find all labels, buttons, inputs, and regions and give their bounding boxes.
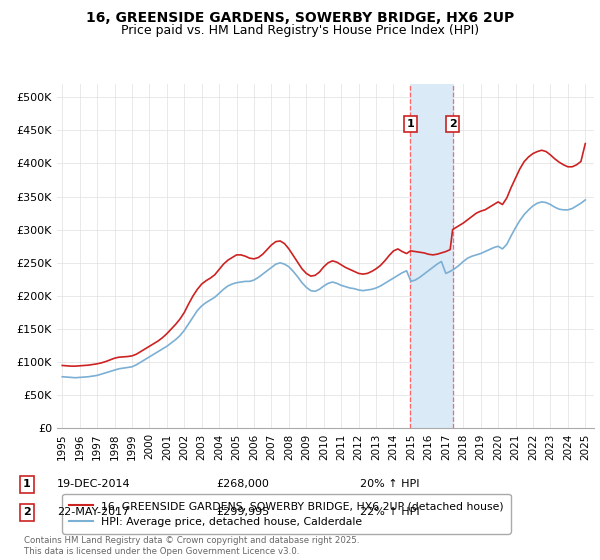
Text: Price paid vs. HM Land Registry's House Price Index (HPI): Price paid vs. HM Land Registry's House … [121, 24, 479, 37]
Text: 1: 1 [23, 479, 31, 489]
Text: 2: 2 [23, 507, 31, 517]
Text: Contains HM Land Registry data © Crown copyright and database right 2025.
This d: Contains HM Land Registry data © Crown c… [24, 536, 359, 556]
Text: £268,000: £268,000 [216, 479, 269, 489]
Text: 20% ↑ HPI: 20% ↑ HPI [360, 479, 419, 489]
Text: 22% ↑ HPI: 22% ↑ HPI [360, 507, 419, 517]
Bar [410, 84, 452, 428]
Text: 22-MAY-2017: 22-MAY-2017 [57, 507, 129, 517]
Text: 1: 1 [407, 119, 414, 129]
Text: 2: 2 [449, 119, 457, 129]
Legend: 16, GREENSIDE GARDENS, SOWERBY BRIDGE, HX6 2UP (detached house), HPI: Average pr: 16, GREENSIDE GARDENS, SOWERBY BRIDGE, H… [62, 494, 511, 534]
Text: 19-DEC-2014: 19-DEC-2014 [57, 479, 131, 489]
Text: £299,995: £299,995 [216, 507, 269, 517]
Text: 16, GREENSIDE GARDENS, SOWERBY BRIDGE, HX6 2UP: 16, GREENSIDE GARDENS, SOWERBY BRIDGE, H… [86, 11, 514, 25]
